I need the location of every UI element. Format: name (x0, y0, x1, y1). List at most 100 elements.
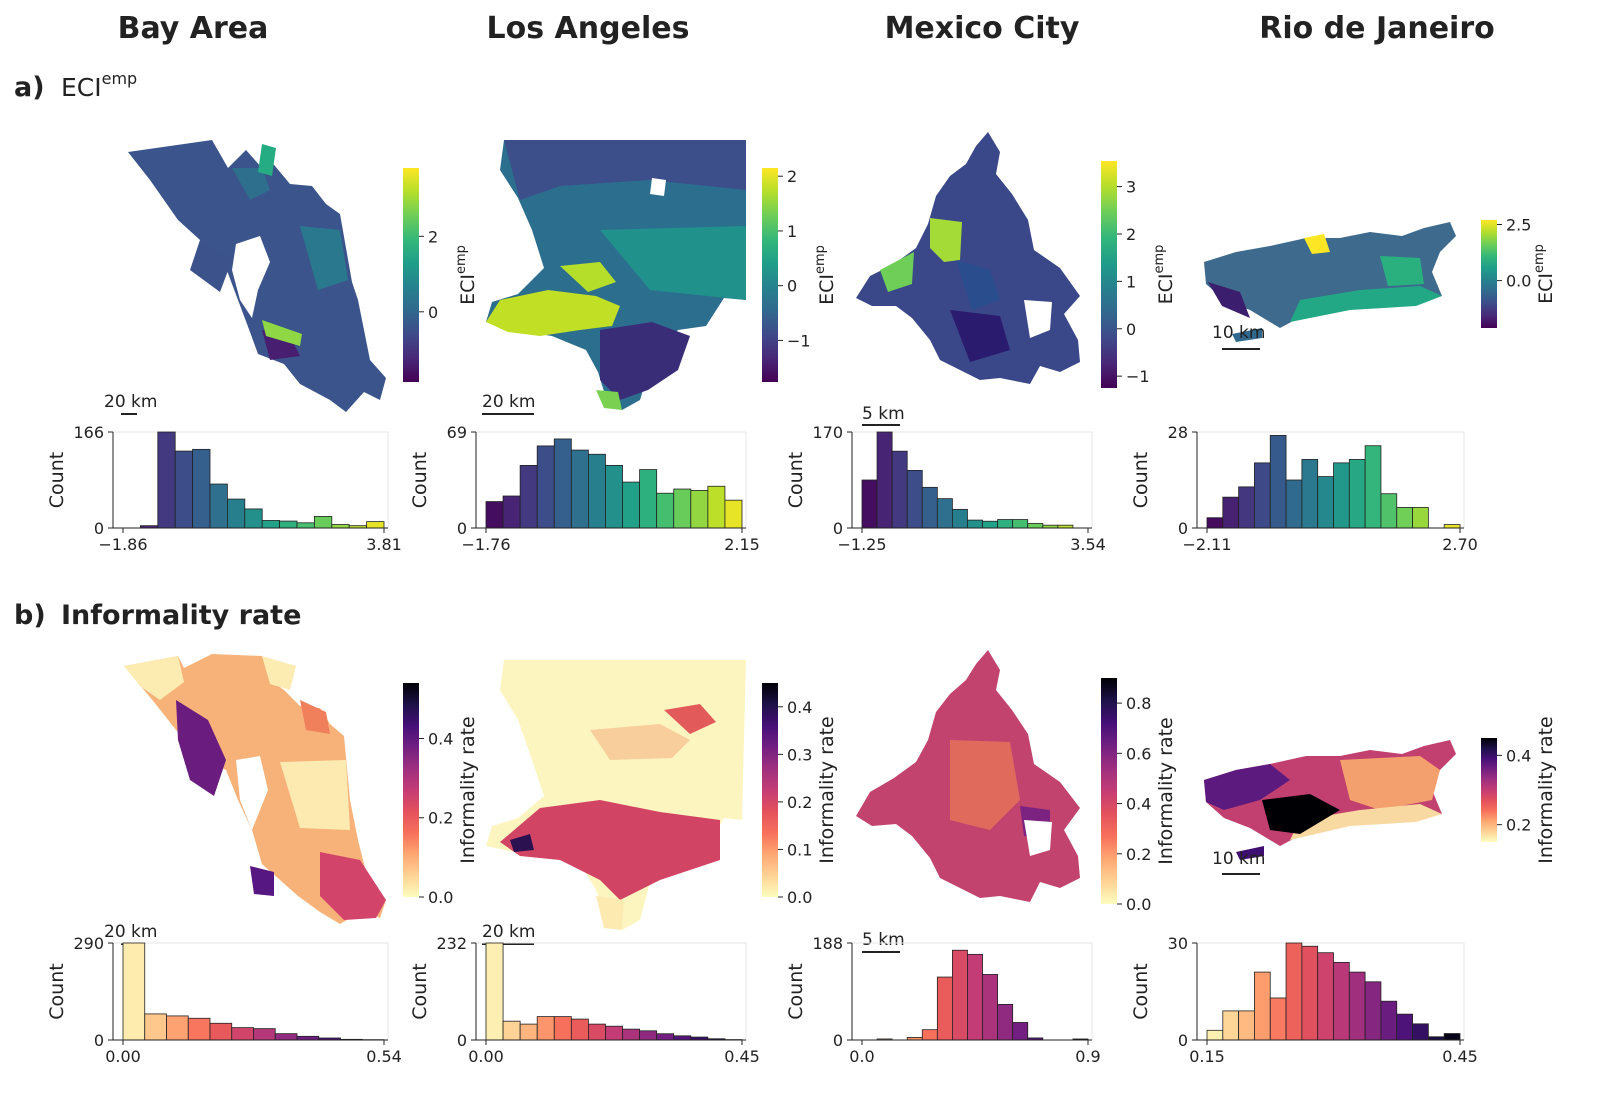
histogram-x-tick-label: 0.9 (1075, 1047, 1100, 1066)
histogram-y-tick-label: 0 (1178, 519, 1188, 538)
region-shape (486, 660, 746, 930)
region-shape (1340, 756, 1440, 810)
histogram-bar (982, 520, 998, 529)
histogram-x-tick-label: 0.45 (1442, 1047, 1478, 1066)
histogram-bar (536, 445, 555, 529)
colorbar-label: ECIemp (1532, 244, 1557, 304)
histogram-b-3: 0 30 0.15 0.45 Count (1130, 934, 1478, 1066)
histogram-y-tick-label: 0 (833, 519, 843, 538)
histogram-bar (209, 1022, 233, 1041)
histogram-bar (226, 498, 246, 529)
city-title-bay-area: Bay Area (118, 11, 269, 46)
histogram-y-tick-label: 0 (94, 1031, 104, 1050)
histogram-b-0: 0 290 0.00 0.54 Count (46, 934, 402, 1066)
histogram-bar (570, 449, 589, 529)
region-shape (190, 240, 232, 292)
colorbar-tick-label: 0.4 (1126, 795, 1151, 814)
histogram-bar (536, 1016, 555, 1041)
colorbar-label-sup: emp (1152, 245, 1167, 274)
region-shape (320, 852, 386, 920)
colorbar-tick-label: 0.1 (787, 840, 812, 859)
histogram-x-tick-label: 3.54 (1070, 535, 1106, 554)
region-shape (600, 322, 690, 400)
histogram-bar (1254, 462, 1271, 529)
region-shape (486, 140, 746, 410)
colorbar-label-main: Informality rate (1155, 717, 1177, 864)
histogram-bar (253, 1028, 276, 1041)
map-a-rio-de-janeiro (1204, 222, 1456, 342)
histogram-bar (997, 519, 1014, 529)
colorbar-tick-label: 0.2 (787, 793, 812, 812)
scale-bar-b-bay-area: 20 km (104, 922, 157, 945)
histogram-a-1: 0 69 −1.76 2.15 Count (409, 423, 760, 554)
histogram-bar (1254, 971, 1271, 1041)
histogram-bar (1238, 486, 1255, 529)
region-shape (232, 236, 270, 318)
colorbar-gradient (1481, 738, 1497, 842)
colorbar-tick-label: 0 (787, 277, 797, 296)
map-b-los-angeles (486, 660, 746, 930)
histogram-bar (1380, 1000, 1398, 1041)
histogram-x-tick-label: −2.11 (1182, 535, 1231, 554)
histogram-bar (906, 469, 923, 529)
map-b-mexico-city (856, 650, 1080, 902)
region-shape (258, 144, 276, 176)
histogram-bar (166, 1015, 189, 1041)
histogram-bar (519, 464, 538, 529)
colorbar-tick-label: 0 (428, 303, 438, 322)
histogram-bar (279, 520, 298, 529)
scale-bar-label: 5 km (862, 930, 905, 950)
region-shape (486, 290, 620, 336)
colorbar-tick-label: 2 (1126, 225, 1136, 244)
histogram-x-tick-label: −1.25 (837, 535, 886, 554)
histogram-bar (622, 481, 640, 529)
histogram-bar (690, 490, 709, 529)
colorbar-tick-label: 0.3 (787, 745, 812, 764)
histogram-bar (622, 1028, 640, 1041)
histogram-bar (1364, 981, 1382, 1041)
colorbar-label-main: ECI (816, 274, 838, 305)
colorbar-tick-label: 0.0 (1506, 272, 1531, 291)
region-shape (590, 724, 690, 760)
histogram-bar (921, 1029, 938, 1041)
region-shape (950, 740, 1020, 830)
region-shape (664, 704, 716, 734)
histogram-x-tick-label: 0.0 (849, 1047, 874, 1066)
histogram-y-tick-label: 166 (73, 423, 104, 442)
region-shape (1024, 300, 1052, 338)
scale-bar-label: 20 km (482, 922, 535, 942)
region-shape (1304, 234, 1330, 254)
histogram-bar (1317, 476, 1334, 529)
histogram-x-tick-label: −1.86 (98, 535, 147, 554)
histogram-x-tick-label: 0.00 (468, 1047, 504, 1066)
colorbar-gradient (1101, 678, 1117, 904)
histogram-bar (952, 508, 968, 529)
histogram-bar (1285, 942, 1303, 1041)
histogram-bar (1285, 479, 1303, 529)
histogram-bar (876, 431, 893, 529)
region-shape (880, 252, 914, 292)
colorbar-tick-label: 0.0 (428, 888, 453, 907)
scale-bar-label: 20 km (482, 392, 535, 412)
histogram-bar (967, 953, 983, 1041)
histogram-y-label: Count (409, 963, 431, 1019)
colorbar-tick-label: 3 (1126, 178, 1136, 197)
histogram-bar (936, 498, 953, 529)
histogram-bar (1012, 519, 1029, 529)
colorbars: 02ECIemp−1012ECIemp−10123ECIemp0.02.5ECI… (403, 161, 1557, 914)
histogram-y-tick-label: 290 (73, 934, 104, 953)
region-shape (596, 390, 622, 410)
colorbar-label-main: ECI (1155, 274, 1177, 305)
scale-bar-label: 10 km (1212, 323, 1265, 343)
histogram-bar (485, 942, 504, 1041)
region-shape (956, 260, 1000, 310)
histogram-bar (1380, 493, 1398, 529)
colorbar-gradient (403, 683, 419, 897)
colorbar-tick-label: 0.0 (1126, 895, 1151, 914)
histogram-bar (244, 508, 263, 529)
histogram-y-tick-label: 0 (1178, 1031, 1188, 1050)
histogram-y-tick-label: 232 (436, 934, 467, 953)
colorbar-label: ECIemp (813, 245, 838, 305)
scale-bar-label: 10 km (1212, 849, 1265, 869)
colorbar-b-3: 0.2 0.4 Informality rate (1481, 716, 1557, 864)
